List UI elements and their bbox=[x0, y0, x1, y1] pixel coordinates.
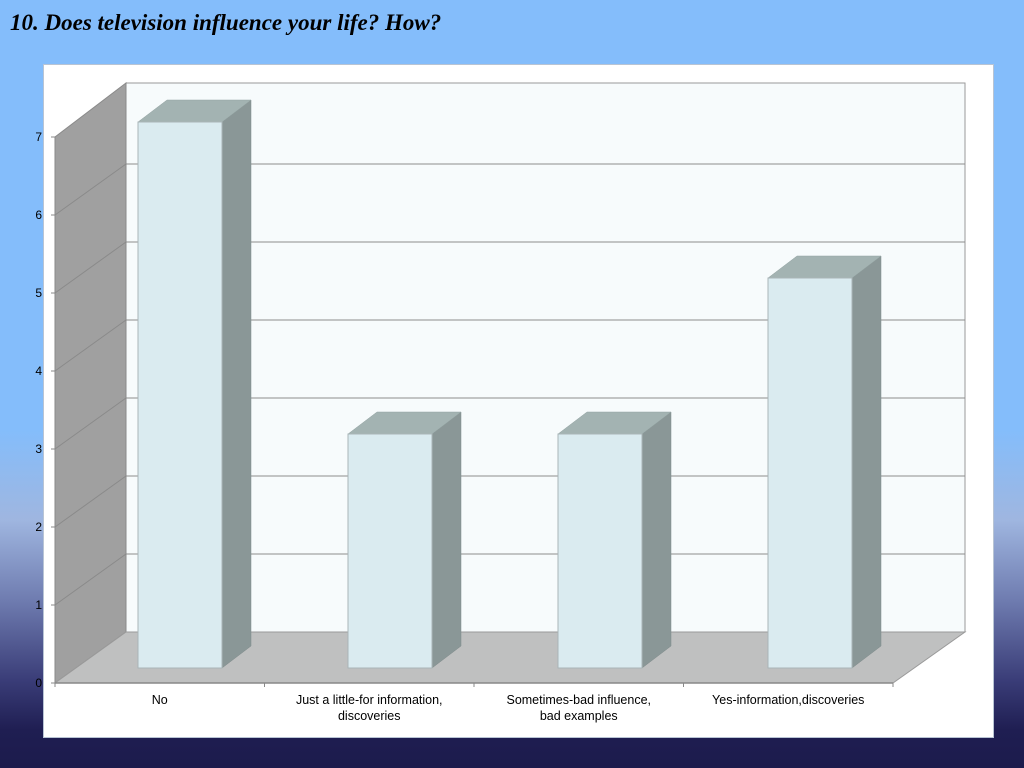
gridline-side bbox=[54, 319, 127, 372]
bar-front bbox=[767, 277, 853, 669]
gridline-side bbox=[54, 475, 127, 528]
y-tick-label: 0 bbox=[35, 676, 42, 690]
y-tick-label: 2 bbox=[35, 520, 42, 534]
bar-side bbox=[641, 411, 672, 669]
y-tick-label: 3 bbox=[35, 442, 42, 456]
y-tick-label: 5 bbox=[35, 286, 42, 300]
gridline-side bbox=[54, 397, 127, 450]
bar-front bbox=[137, 121, 223, 669]
bar-side bbox=[851, 255, 882, 669]
bar-front bbox=[557, 433, 643, 669]
bar-front bbox=[347, 433, 433, 669]
gridline-side bbox=[54, 553, 127, 606]
gridline-side bbox=[54, 163, 127, 216]
y-tick-label: 1 bbox=[35, 598, 42, 612]
x-axis-label: No bbox=[151, 693, 168, 707]
bar-side bbox=[431, 411, 462, 669]
x-axis-label: Yes-information,discoveries bbox=[712, 693, 865, 707]
x-axis-label: Sometimes-bad influence, bad examples bbox=[506, 693, 652, 723]
y-tick-label: 7 bbox=[35, 130, 42, 144]
x-axis-label: Just a little-for information, discoverie… bbox=[295, 693, 443, 723]
y-tick-label: 6 bbox=[35, 208, 42, 222]
side-wall bbox=[54, 81, 127, 684]
slide-title: 10. Does television influence your life?… bbox=[10, 10, 442, 35]
y-tick-label: 4 bbox=[35, 364, 42, 378]
bar-side bbox=[221, 99, 252, 669]
gridline-side bbox=[54, 241, 127, 294]
